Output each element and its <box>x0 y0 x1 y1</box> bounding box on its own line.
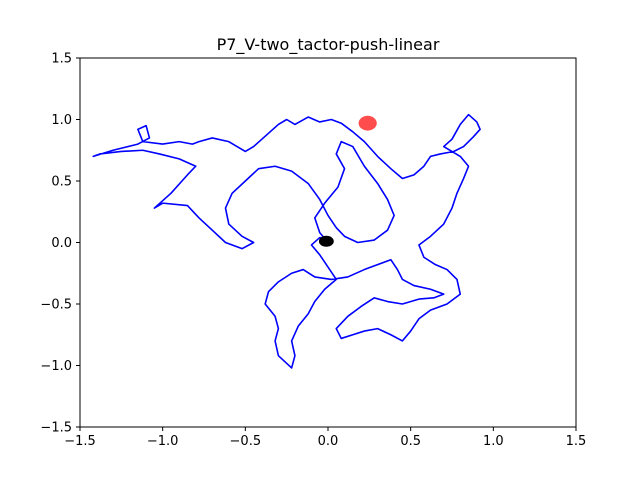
start-marker <box>318 235 334 247</box>
y-tick-label: 0.5 <box>51 175 72 190</box>
x-tick-label: 1.0 <box>483 434 504 449</box>
y-tick-label: 1.5 <box>51 52 72 67</box>
chart-title: P7_V-two_tactor-push-linear <box>217 35 440 55</box>
x-tick-label: −0.5 <box>230 434 262 449</box>
x-tick-label: 1.5 <box>566 434 587 449</box>
y-tick-label: 0.0 <box>51 236 72 251</box>
y-tick-label: −1.5 <box>40 421 72 436</box>
target-marker <box>358 115 377 131</box>
x-axis: −1.5 −1.0 −0.5 0.0 0.5 1.0 1.5 <box>64 427 586 449</box>
y-axis: −1.5 −1.0 −0.5 0.0 0.5 1.0 1.5 <box>40 52 80 436</box>
x-tick-label: −1.0 <box>147 434 179 449</box>
y-tick-label: −1.0 <box>40 359 72 374</box>
plot-area <box>92 113 481 369</box>
y-tick-label: 1.0 <box>51 113 72 128</box>
x-tick-label: 0.5 <box>400 434 421 449</box>
trajectory-line-trajectory <box>92 113 481 369</box>
y-tick-label: −0.5 <box>40 298 72 313</box>
x-tick-label: −1.5 <box>64 434 96 449</box>
x-tick-label: 0.0 <box>318 434 339 449</box>
